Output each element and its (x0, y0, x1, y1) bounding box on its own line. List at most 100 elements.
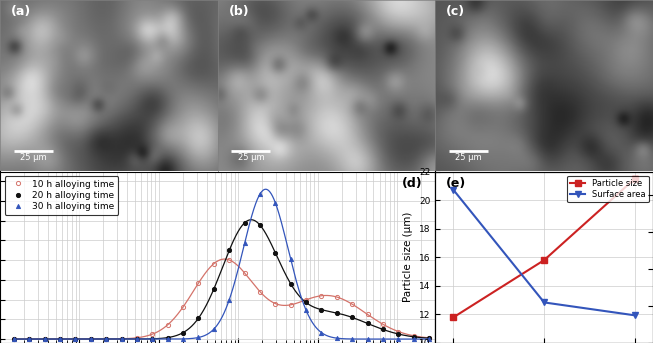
30 h alloying time (210, 327, 217, 331)
10 h alloying time (25, 337, 33, 341)
30 h alloying time (425, 337, 433, 341)
Line: 30 h alloying time: 30 h alloying time (12, 192, 431, 341)
Surface area (540, 300, 548, 305)
20 h alloying time (72, 337, 80, 341)
Line: 20 h alloying time: 20 h alloying time (12, 221, 431, 341)
Particle size (631, 177, 639, 181)
Legend: Particle size, Surface area: Particle size, Surface area (567, 176, 649, 202)
30 h alloying time (272, 201, 279, 205)
20 h alloying time (302, 300, 310, 305)
30 h alloying time (103, 337, 110, 341)
Text: (b): (b) (229, 5, 249, 18)
10 h alloying time (348, 302, 356, 306)
20 h alloying time (210, 287, 217, 291)
20 h alloying time (148, 337, 156, 341)
30 h alloying time (87, 337, 95, 341)
30 h alloying time (394, 337, 402, 341)
10 h alloying time (210, 262, 217, 266)
30 h alloying time (118, 337, 125, 341)
20 h alloying time (118, 337, 125, 341)
10 h alloying time (118, 337, 125, 341)
10 h alloying time (225, 258, 233, 262)
20 h alloying time (10, 337, 18, 341)
10 h alloying time (241, 271, 249, 275)
20 h alloying time (241, 221, 249, 225)
20 h alloying time (410, 335, 418, 339)
30 h alloying time (148, 337, 156, 341)
30 h alloying time (40, 337, 48, 341)
30 h alloying time (333, 336, 341, 340)
10 h alloying time (56, 337, 64, 341)
10 h alloying time (10, 337, 18, 341)
30 h alloying time (348, 337, 356, 341)
30 h alloying time (164, 337, 172, 341)
Text: 25 μm: 25 μm (20, 153, 46, 162)
10 h alloying time (394, 329, 402, 333)
30 h alloying time (379, 337, 387, 341)
30 h alloying time (195, 335, 202, 340)
Text: 25 μm: 25 μm (238, 153, 264, 162)
Line: Surface area: Surface area (451, 187, 638, 318)
Surface area (631, 313, 639, 317)
10 h alloying time (317, 294, 325, 298)
20 h alloying time (56, 337, 64, 341)
20 h alloying time (179, 331, 187, 335)
30 h alloying time (241, 241, 249, 246)
20 h alloying time (133, 337, 141, 341)
30 h alloying time (72, 337, 80, 341)
20 h alloying time (348, 316, 356, 320)
30 h alloying time (256, 192, 264, 196)
20 h alloying time (272, 251, 279, 255)
20 h alloying time (317, 308, 325, 312)
30 h alloying time (179, 337, 187, 341)
10 h alloying time (302, 298, 310, 302)
10 h alloying time (72, 337, 80, 341)
10 h alloying time (287, 303, 295, 307)
30 h alloying time (410, 337, 418, 341)
20 h alloying time (394, 332, 402, 336)
10 h alloying time (164, 323, 172, 327)
Legend: 10 h alloying time, 20 h alloying time, 30 h alloying time: 10 h alloying time, 20 h alloying time, … (5, 176, 118, 215)
10 h alloying time (179, 305, 187, 309)
20 h alloying time (333, 311, 341, 315)
10 h alloying time (272, 301, 279, 306)
Surface area (449, 188, 457, 192)
Text: (c): (c) (446, 5, 466, 18)
20 h alloying time (40, 337, 48, 341)
10 h alloying time (364, 312, 372, 317)
Text: (a): (a) (11, 5, 31, 18)
20 h alloying time (195, 316, 202, 320)
Line: 10 h alloying time: 10 h alloying time (12, 258, 431, 341)
20 h alloying time (25, 337, 33, 341)
10 h alloying time (256, 289, 264, 294)
20 h alloying time (364, 321, 372, 326)
10 h alloying time (40, 337, 48, 341)
30 h alloying time (25, 337, 33, 341)
20 h alloying time (103, 337, 110, 341)
Text: (d): (d) (402, 177, 422, 190)
10 h alloying time (148, 332, 156, 336)
20 h alloying time (379, 327, 387, 331)
10 h alloying time (87, 337, 95, 341)
30 h alloying time (10, 337, 18, 341)
Text: (e): (e) (446, 177, 466, 190)
20 h alloying time (225, 248, 233, 252)
20 h alloying time (87, 337, 95, 341)
10 h alloying time (379, 322, 387, 326)
30 h alloying time (302, 308, 310, 312)
Y-axis label: Particle size (μm): Particle size (μm) (404, 212, 413, 303)
30 h alloying time (317, 330, 325, 334)
30 h alloying time (133, 337, 141, 341)
30 h alloying time (287, 257, 295, 261)
10 h alloying time (195, 281, 202, 285)
20 h alloying time (256, 223, 264, 227)
10 h alloying time (333, 295, 341, 299)
Text: 25 μm: 25 μm (455, 153, 482, 162)
30 h alloying time (56, 337, 64, 341)
20 h alloying time (287, 282, 295, 286)
Particle size (449, 315, 457, 319)
10 h alloying time (425, 336, 433, 340)
20 h alloying time (425, 336, 433, 340)
Particle size (540, 258, 548, 262)
10 h alloying time (410, 334, 418, 338)
